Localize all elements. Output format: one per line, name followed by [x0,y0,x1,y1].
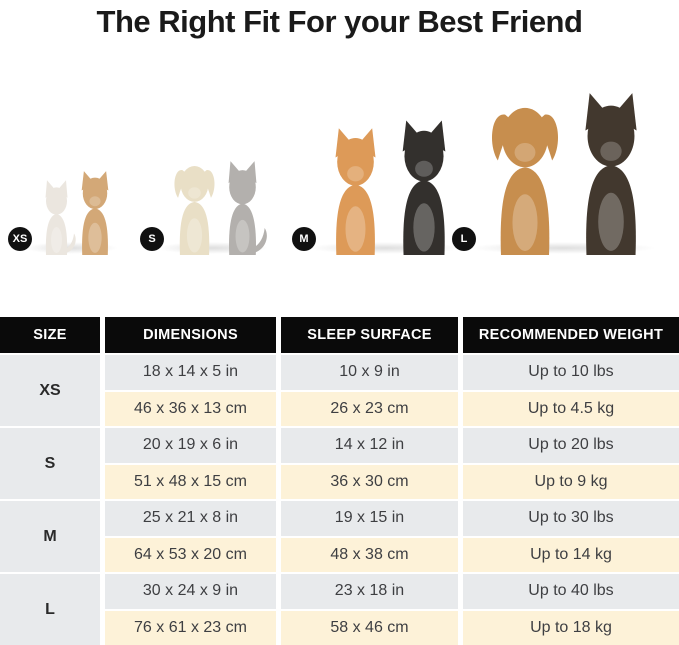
dimensions-cm-cell: 64 x 53 x 20 cm [105,537,276,572]
weight-lbs-cell: Up to 10 lbs [463,355,679,390]
sleep-surface-in-cell: 19 x 15 in [281,501,458,536]
dimensions-cm-cell: 51 x 48 x 15 cm [105,464,276,499]
size-cell-m: M [0,501,100,572]
sleep-surface-in-cell: 14 x 12 in [281,428,458,463]
weight-lbs-cell: Up to 20 lbs [463,428,679,463]
weight-kg-cell: Up to 9 kg [463,464,679,499]
weight-lbs-cell: Up to 30 lbs [463,501,679,536]
sleep-surface-cm-cell: 26 x 23 cm [281,391,458,426]
sleep-surface-cm-cell: 58 x 46 cm [281,610,458,645]
size-badge-l: L [452,227,476,251]
corgi-illustration [318,125,393,255]
size-cell-s: S [0,428,100,499]
dimensions-in-cell: 18 x 14 x 5 in [105,355,276,390]
dimensions-in-cell: 25 x 21 x 8 in [105,501,276,536]
rough-collie-illustration [563,89,659,255]
size-cell-xs: XS [0,355,100,426]
sleep-surface-cm-cell: 48 x 38 cm [281,537,458,572]
column-header-recommended-weight: RECOMMENDED WEIGHT [463,317,679,353]
sleep-surface-in-cell: 23 x 18 in [281,574,458,609]
pet-group-l: L [452,89,659,255]
pet-group-s: S [140,157,271,255]
size-cell-l: L [0,574,100,645]
weight-kg-cell: Up to 4.5 kg [463,391,679,426]
column-header-size: SIZE [0,317,100,353]
dimensions-in-cell: 20 x 19 x 6 in [105,428,276,463]
golden-retriever-illustration [478,93,572,255]
pet-group-m: M [292,117,464,255]
chihuahua-illustration [70,169,120,255]
dimensions-cm-cell: 76 x 61 x 23 cm [105,610,276,645]
pet-group-xs: XS [8,169,120,255]
sleep-surface-in-cell: 10 x 9 in [281,355,458,390]
page-title: The Right Fit For your Best Friend [96,4,583,39]
pet-size-lineup: XS S M L [0,52,679,255]
column-header-sleep-surface: SLEEP SURFACE [281,317,458,353]
gray-white-cat-illustration [214,157,271,255]
size-chart-table: SIZE DIMENSIONS SLEEP SURFACE RECOMMENDE… [0,317,679,645]
weight-kg-cell: Up to 14 kg [463,537,679,572]
weight-kg-cell: Up to 18 kg [463,610,679,645]
column-header-dimensions: DIMENSIONS [105,317,276,353]
sleep-surface-cm-cell: 36 x 30 cm [281,464,458,499]
size-badge-s: S [140,227,164,251]
dimensions-in-cell: 30 x 24 x 9 in [105,574,276,609]
size-badge-m: M [292,227,316,251]
dimensions-cm-cell: 46 x 36 x 13 cm [105,391,276,426]
size-badge-xs: XS [8,227,32,251]
weight-lbs-cell: Up to 40 lbs [463,574,679,609]
